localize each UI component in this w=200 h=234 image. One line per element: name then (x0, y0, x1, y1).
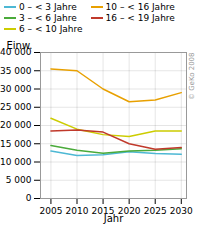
svg-text:5 000: 5 000 (6, 175, 32, 185)
svg-text:35 000: 35 000 (0, 66, 32, 76)
svg-text:2005: 2005 (39, 206, 62, 216)
svg-text:Jahr: Jahr (103, 213, 124, 224)
svg-text:2025: 2025 (144, 206, 167, 216)
svg-text:© GeKo 2008: © GeKo 2008 (188, 53, 196, 101)
html-text:10 – < 16 Jahre: 10 – < 16 Jahre (105, 2, 175, 12)
html-text:3 – < 6 Jahre: 3 – < 6 Jahre (19, 13, 77, 23)
html-text:6 – < 10 Jahre: 6 – < 10 Jahre (19, 24, 83, 34)
svg-text:Einw.: Einw. (7, 40, 33, 51)
svg-text:25 000: 25 000 (0, 102, 32, 112)
svg-text:20 000: 20 000 (0, 120, 32, 130)
svg-text:0: 0 (26, 193, 32, 203)
html-text:0 – < 3 Jahre: 0 – < 3 Jahre (19, 2, 77, 12)
svg-text:30 000: 30 000 (0, 84, 32, 94)
svg-text:10 000: 10 000 (0, 157, 32, 167)
html-text:16 – < 19 Jahre: 16 – < 19 Jahre (105, 13, 175, 23)
svg-text:15 000: 15 000 (0, 139, 32, 149)
svg-text:40 000: 40 000 (0, 47, 32, 58)
svg-text:2030: 2030 (170, 206, 193, 216)
html-text:2015 2020: 2015 2020 (91, 205, 141, 216)
svg-text:2010: 2010 (66, 206, 89, 216)
